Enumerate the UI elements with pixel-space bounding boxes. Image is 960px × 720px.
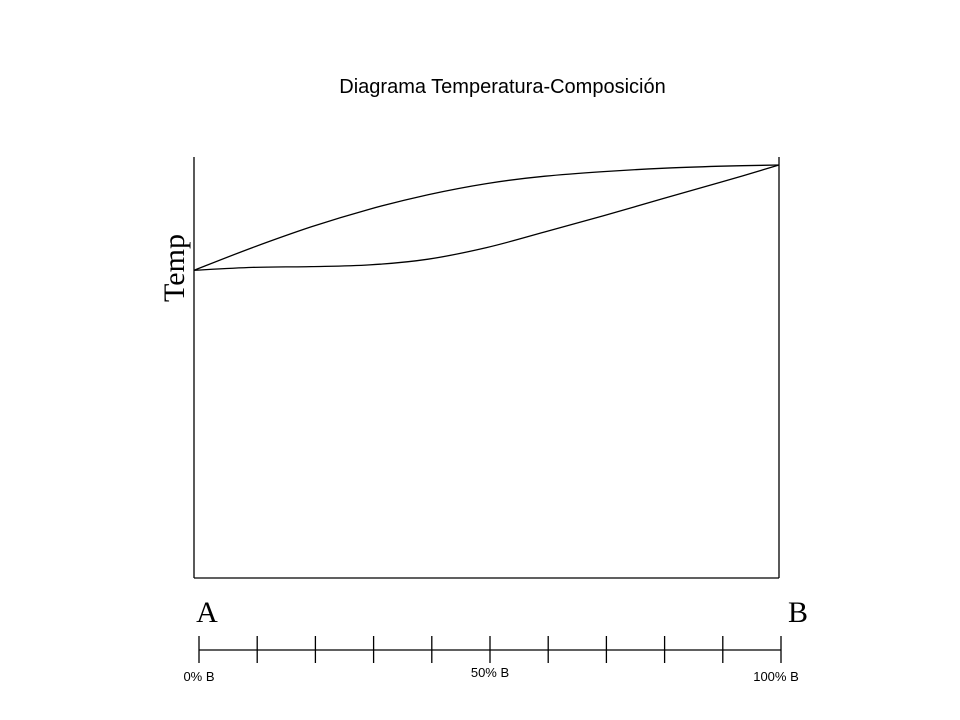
lower-curve [193,164,780,271]
diagram-title: Diagrama Temperatura-Composición [339,76,666,98]
component-b-label: B [788,596,808,629]
scale-ticks [198,636,782,663]
component-a-label: A [196,596,218,629]
scale-label-start: 0% B [183,669,214,684]
scale-label-end: 100% B [753,669,799,684]
y-axis-label: Temp [158,234,191,302]
upper-curve [193,164,780,271]
scale-label-middle: 50% B [471,665,509,680]
